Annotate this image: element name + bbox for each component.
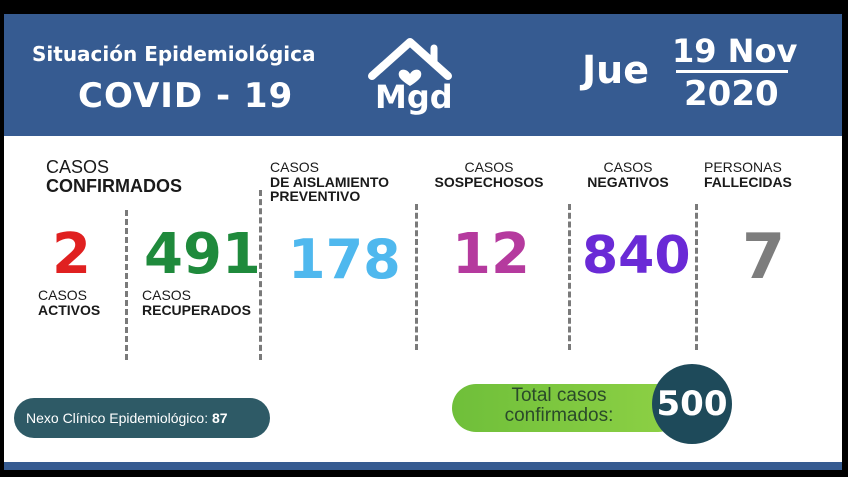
header-banner: Situación Epidemiológica COVID - 19 Mgd … — [4, 14, 842, 136]
negativos-label: CASOS NEGATIVOS — [587, 159, 669, 190]
divider-3 — [415, 204, 418, 350]
aislamiento-value: 178 — [288, 228, 401, 291]
nexo-value: 87 — [211, 410, 228, 426]
recuperados-label: CASOS RECUPERADOS — [142, 287, 251, 318]
house-logo-icon — [368, 38, 452, 86]
activos-label: CASOS ACTIVOS — [38, 287, 101, 318]
total-pill — [452, 384, 682, 432]
nexo-badge: Nexo Clínico Epidemiológico: 87 — [14, 398, 270, 438]
divider-1 — [125, 210, 128, 360]
confirmados-label: CASOS CONFIRMADOS — [46, 157, 182, 196]
sospechosos-label: CASOS SOSPECHOSOS — [434, 159, 544, 190]
divider-4 — [568, 204, 571, 350]
total-label: Total casos confirmados: — [504, 385, 614, 426]
recuperados-value: 491 — [144, 222, 261, 287]
activos-value: 2 — [52, 222, 91, 287]
aislamiento-label: CASOS DE AISLAMIENTO PREVENTIVO — [270, 159, 390, 205]
header-title: COVID - 19 — [78, 76, 294, 116]
divider-5 — [695, 204, 698, 350]
fallecidas-value: 7 — [742, 220, 786, 293]
sospechosos-value: 12 — [452, 222, 530, 287]
nexo-label: Nexo Clínico Epidemiológico: — [26, 410, 209, 426]
report-date-year: 2020 — [684, 74, 779, 114]
logo-text: Mgd — [375, 78, 453, 116]
total-value: 500 — [652, 364, 732, 444]
report-card: Situación Epidemiológica COVID - 19 Mgd … — [4, 14, 842, 470]
footer-bar — [4, 462, 842, 470]
fallecidas-label: PERSONAS FALLECIDAS — [704, 159, 792, 190]
date-divider — [676, 70, 788, 73]
header-subtitle: Situación Epidemiológica — [32, 42, 316, 66]
report-date-daymonth: 19 Nov — [672, 32, 798, 70]
divider-2 — [259, 190, 262, 360]
negativos-value: 840 — [582, 226, 691, 286]
report-day: Jue — [582, 48, 649, 92]
